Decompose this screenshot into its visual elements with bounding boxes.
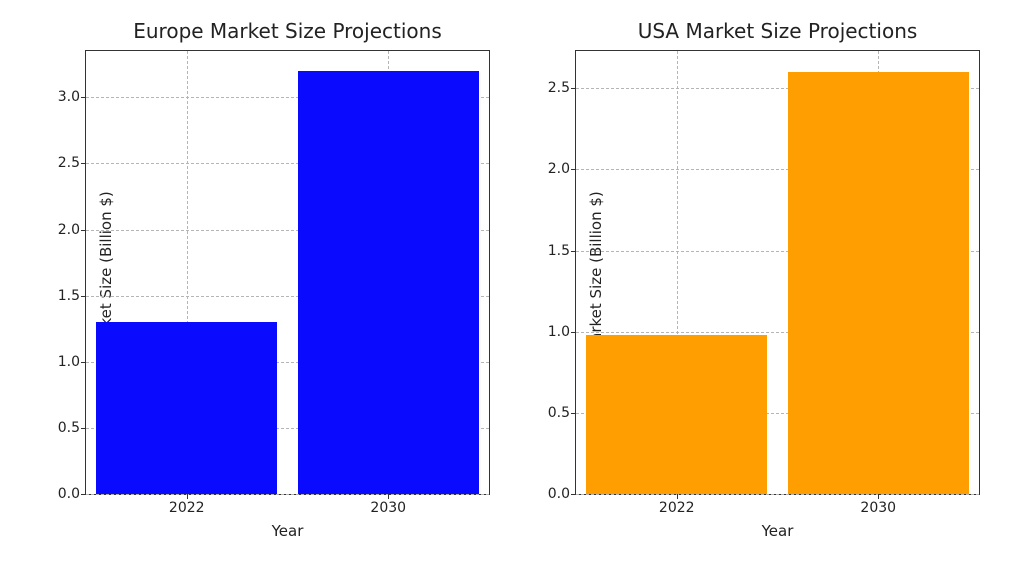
y-tick-label: 1.0 [58,354,86,370]
y-tick-label: 1.5 [58,288,86,304]
y-tick-label: 0.0 [58,486,86,502]
x-axis-label: Year [576,494,979,540]
bar [298,71,479,494]
y-tick-label: 2.0 [58,222,86,238]
y-tick-label: 3.0 [58,89,86,105]
y-tick-label: 1.0 [548,324,576,340]
plot-area: 0.00.51.01.52.02.53.020222030 [86,51,489,494]
y-tick-label: 1.5 [548,243,576,259]
y-tick-label: 2.5 [58,155,86,171]
panel-title: USA Market Size Projections [576,19,979,51]
gridline-horizontal [576,494,979,495]
panel-europe: Europe Market Size Projections Market Si… [85,50,490,495]
y-tick-label: 0.0 [548,486,576,502]
x-axis-label: Year [86,494,489,540]
y-tick-label: 2.5 [548,80,576,96]
y-tick-label: 2.0 [548,161,576,177]
panel-usa: USA Market Size Projections Market Size … [575,50,980,495]
bar [788,72,969,494]
x-tick-label: 2030 [860,494,896,516]
bar [586,335,767,494]
y-tick-label: 0.5 [58,420,86,436]
y-tick-label: 0.5 [548,405,576,421]
x-tick-label: 2030 [370,494,406,516]
gridline-horizontal [86,494,489,495]
figure: Europe Market Size Projections Market Si… [0,0,1030,565]
plot-area: 0.00.51.01.52.02.520222030 [576,51,979,494]
x-tick-label: 2022 [169,494,205,516]
panel-title: Europe Market Size Projections [86,19,489,51]
x-tick-label: 2022 [659,494,695,516]
bar [96,322,277,494]
